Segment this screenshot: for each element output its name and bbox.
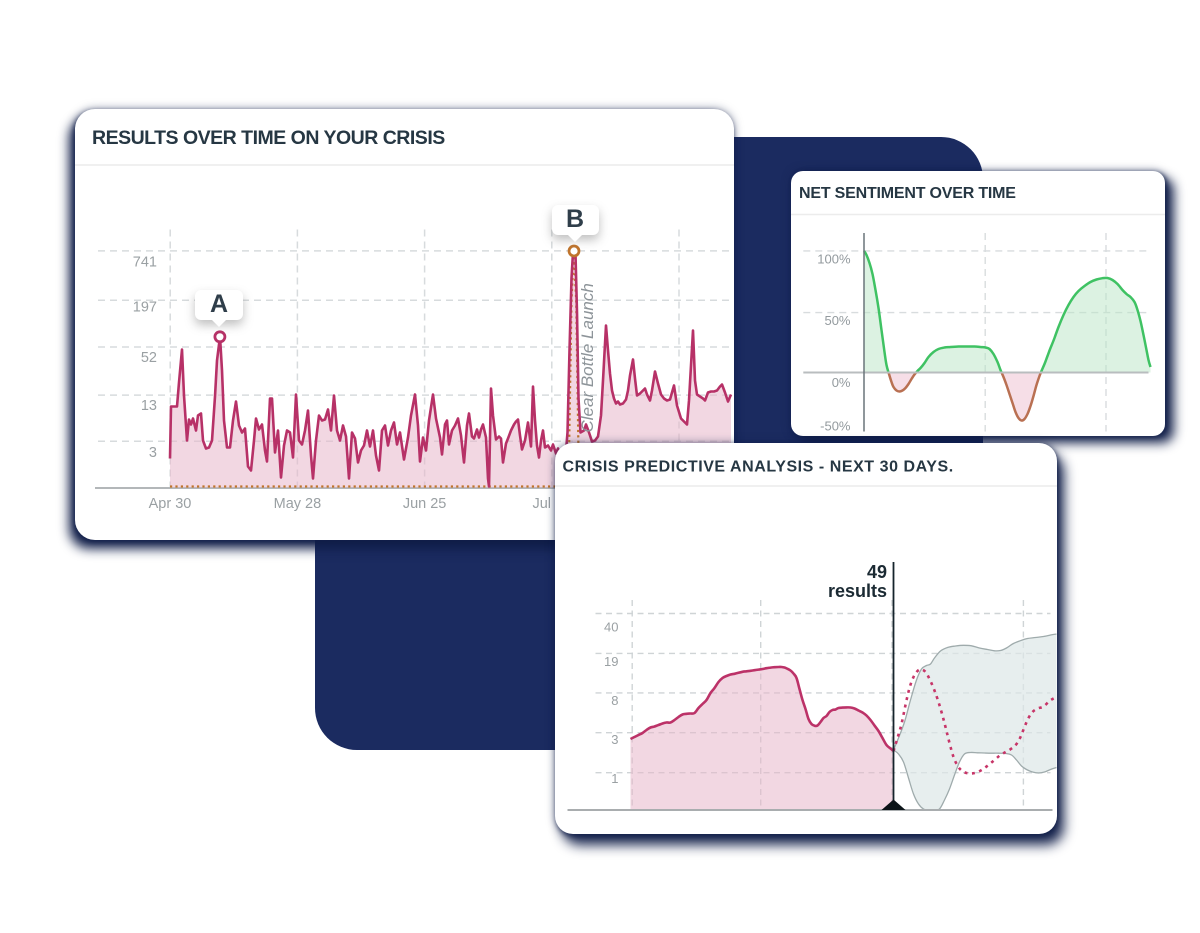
svg-text:13: 13: [141, 398, 157, 414]
svg-text:3: 3: [149, 445, 157, 461]
svg-text:-50%: -50%: [820, 419, 851, 434]
svg-text:52: 52: [141, 350, 157, 366]
svg-text:50%: 50%: [824, 313, 850, 328]
svg-text:NET SENTIMENT OVER TIME: NET SENTIMENT OVER TIME: [799, 185, 1016, 202]
svg-text:100%: 100%: [817, 252, 851, 267]
svg-text:Jun 25: Jun 25: [403, 496, 447, 512]
svg-text:0%: 0%: [831, 375, 850, 390]
svg-text:results: results: [827, 581, 886, 601]
svg-text:8: 8: [611, 693, 618, 708]
svg-text:Clear Bottle Launch: Clear Bottle Launch: [578, 283, 597, 432]
svg-text:Apr 30: Apr 30: [149, 496, 192, 512]
svg-text:May 28: May 28: [274, 496, 322, 512]
svg-text:1: 1: [611, 771, 618, 786]
svg-text:49: 49: [866, 562, 886, 582]
svg-text:197: 197: [133, 299, 157, 315]
svg-text:3: 3: [611, 732, 618, 747]
svg-text:19: 19: [604, 654, 618, 669]
svg-text:CRISIS PREDICTIVE ANALYSIS - N: CRISIS PREDICTIVE ANALYSIS - NEXT 30 DAY…: [562, 459, 953, 476]
svg-text:741: 741: [133, 254, 157, 270]
svg-text:RESULTS OVER TIME ON YOUR CRIS: RESULTS OVER TIME ON YOUR CRISIS: [92, 127, 445, 149]
svg-text:40: 40: [604, 620, 618, 635]
